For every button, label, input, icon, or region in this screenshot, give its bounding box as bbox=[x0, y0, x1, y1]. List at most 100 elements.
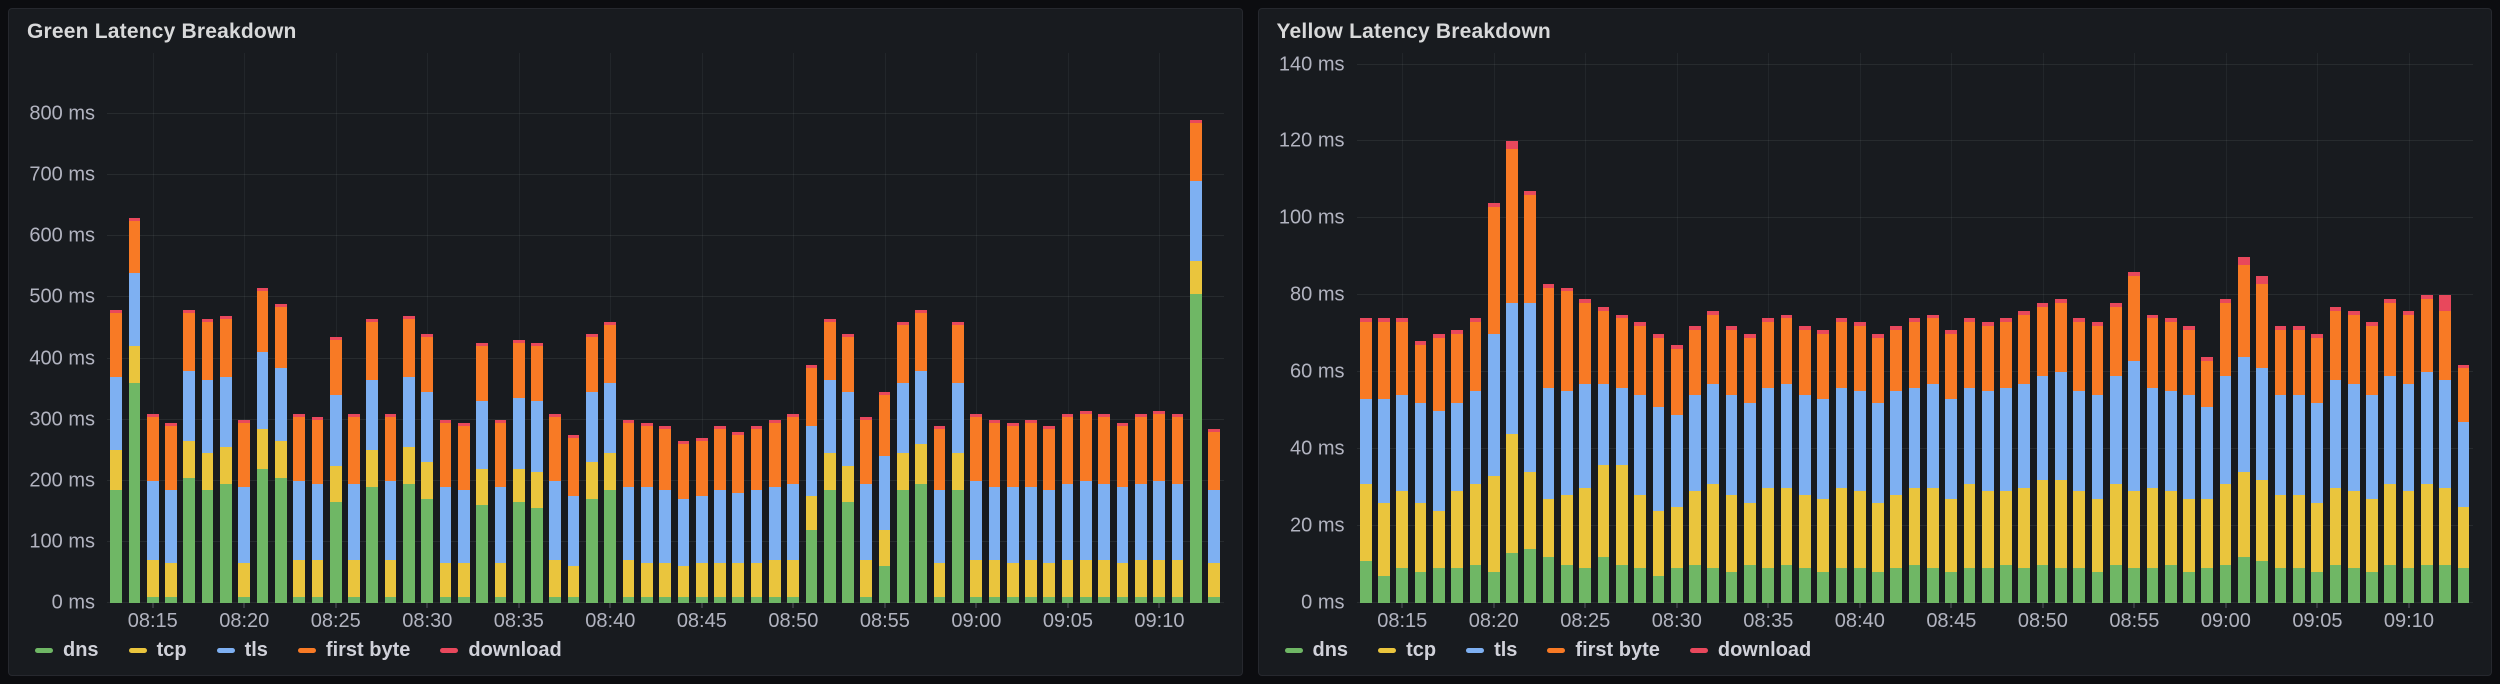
bar[interactable] bbox=[473, 53, 491, 603]
bar[interactable] bbox=[1521, 53, 1539, 603]
bar[interactable] bbox=[400, 53, 418, 603]
bar[interactable] bbox=[2143, 53, 2161, 603]
bar[interactable] bbox=[619, 53, 637, 603]
bar[interactable] bbox=[2125, 53, 2143, 603]
bar[interactable] bbox=[2271, 53, 2289, 603]
bar[interactable] bbox=[1503, 53, 1521, 603]
bar[interactable] bbox=[949, 53, 967, 603]
bar[interactable] bbox=[1357, 53, 1375, 603]
bar[interactable] bbox=[875, 53, 893, 603]
bar[interactable] bbox=[1058, 53, 1076, 603]
bar[interactable] bbox=[162, 53, 180, 603]
bar[interactable] bbox=[1814, 53, 1832, 603]
bar[interactable] bbox=[436, 53, 454, 603]
bar[interactable] bbox=[711, 53, 729, 603]
bar[interactable] bbox=[1040, 53, 1058, 603]
legend-item-tcp[interactable]: tcp bbox=[1378, 639, 1436, 662]
bar[interactable] bbox=[253, 53, 271, 603]
bar[interactable] bbox=[583, 53, 601, 603]
bar[interactable] bbox=[2326, 53, 2344, 603]
bar[interactable] bbox=[381, 53, 399, 603]
bar[interactable] bbox=[1997, 53, 2015, 603]
legend-item-first-byte[interactable]: first byte bbox=[297, 639, 410, 662]
bar[interactable] bbox=[1905, 53, 1923, 603]
bar[interactable] bbox=[2033, 53, 2051, 603]
bar[interactable] bbox=[1411, 53, 1429, 603]
bar[interactable] bbox=[985, 53, 1003, 603]
bar[interactable] bbox=[2107, 53, 2125, 603]
panel-header[interactable]: Yellow Latency Breakdown bbox=[1277, 19, 2474, 53]
bar[interactable] bbox=[2363, 53, 2381, 603]
panel-header[interactable]: Green Latency Breakdown bbox=[27, 19, 1224, 53]
bar[interactable] bbox=[2381, 53, 2399, 603]
bar[interactable] bbox=[2216, 53, 2234, 603]
bar[interactable] bbox=[546, 53, 564, 603]
bar[interactable] bbox=[967, 53, 985, 603]
bar[interactable] bbox=[1187, 53, 1205, 603]
bar[interactable] bbox=[1741, 53, 1759, 603]
bar[interactable] bbox=[1960, 53, 1978, 603]
legend-item-dns[interactable]: dns bbox=[1284, 639, 1348, 662]
bar[interactable] bbox=[1375, 53, 1393, 603]
bar[interactable] bbox=[1576, 53, 1594, 603]
bar[interactable] bbox=[2399, 53, 2417, 603]
bar[interactable] bbox=[235, 53, 253, 603]
bar[interactable] bbox=[2180, 53, 2198, 603]
legend-item-tls[interactable]: tls bbox=[1466, 639, 1517, 662]
bar[interactable] bbox=[327, 53, 345, 603]
bar[interactable] bbox=[528, 53, 546, 603]
bar[interactable] bbox=[1796, 53, 1814, 603]
legend-item-download[interactable]: download bbox=[440, 639, 562, 662]
bar[interactable] bbox=[1942, 53, 1960, 603]
bar[interactable] bbox=[418, 53, 436, 603]
bar[interactable] bbox=[2345, 53, 2363, 603]
bar[interactable] bbox=[1704, 53, 1722, 603]
bar[interactable] bbox=[345, 53, 363, 603]
bar[interactable] bbox=[2418, 53, 2436, 603]
bar[interactable] bbox=[272, 53, 290, 603]
bar[interactable] bbox=[930, 53, 948, 603]
bar[interactable] bbox=[1485, 53, 1503, 603]
bar[interactable] bbox=[1077, 53, 1095, 603]
bar[interactable] bbox=[1686, 53, 1704, 603]
bar[interactable] bbox=[894, 53, 912, 603]
bar[interactable] bbox=[2015, 53, 2033, 603]
bar[interactable] bbox=[2162, 53, 2180, 603]
bar[interactable] bbox=[2308, 53, 2326, 603]
bar[interactable] bbox=[857, 53, 875, 603]
bar[interactable] bbox=[125, 53, 143, 603]
bar[interactable] bbox=[180, 53, 198, 603]
bar[interactable] bbox=[1113, 53, 1131, 603]
bar[interactable] bbox=[217, 53, 235, 603]
bar[interactable] bbox=[2253, 53, 2271, 603]
bar[interactable] bbox=[656, 53, 674, 603]
bar[interactable] bbox=[1022, 53, 1040, 603]
bar[interactable] bbox=[1649, 53, 1667, 603]
bar[interactable] bbox=[491, 53, 509, 603]
bar[interactable] bbox=[1832, 53, 1850, 603]
bar[interactable] bbox=[1869, 53, 1887, 603]
bar[interactable] bbox=[2436, 53, 2454, 603]
bar[interactable] bbox=[1095, 53, 1113, 603]
bar[interactable] bbox=[1887, 53, 1905, 603]
bar[interactable] bbox=[1613, 53, 1631, 603]
bar[interactable] bbox=[1168, 53, 1186, 603]
legend-item-first-byte[interactable]: first byte bbox=[1547, 639, 1660, 662]
bar[interactable] bbox=[912, 53, 930, 603]
bar[interactable] bbox=[784, 53, 802, 603]
bar[interactable] bbox=[839, 53, 857, 603]
bar[interactable] bbox=[747, 53, 765, 603]
bar[interactable] bbox=[1004, 53, 1022, 603]
bar[interactable] bbox=[1430, 53, 1448, 603]
bar[interactable] bbox=[1466, 53, 1484, 603]
bar[interactable] bbox=[1759, 53, 1777, 603]
bar[interactable] bbox=[1205, 53, 1223, 603]
bar[interactable] bbox=[1132, 53, 1150, 603]
bar[interactable] bbox=[107, 53, 125, 603]
legend-item-tcp[interactable]: tcp bbox=[128, 639, 187, 662]
bar[interactable] bbox=[1979, 53, 1997, 603]
legend-item-dns[interactable]: dns bbox=[35, 639, 99, 662]
bar[interactable] bbox=[2198, 53, 2216, 603]
bar[interactable] bbox=[1668, 53, 1686, 603]
legend-item-tls[interactable]: tls bbox=[216, 639, 268, 662]
